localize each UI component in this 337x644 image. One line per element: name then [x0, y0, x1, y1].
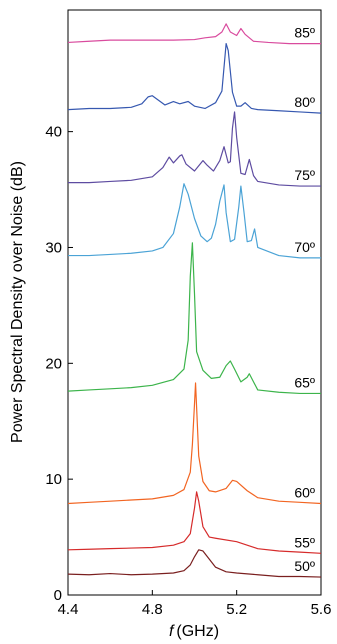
series-label-5: 75º: [294, 167, 315, 183]
x-tick-label-3: 5.6: [311, 601, 332, 618]
x-axis-label: f (GHz): [169, 623, 219, 640]
x-tick-label-1: 4.8: [142, 601, 163, 618]
series-line-1: [67, 491, 322, 554]
series-layer: [67, 23, 322, 578]
series-line-6: [67, 42, 322, 114]
series-line-3: [67, 242, 321, 395]
y-tick-label-2: 20: [45, 355, 62, 372]
plot-frame: [67, 9, 322, 596]
series-line-0: [67, 549, 322, 578]
y-tick-label-0: 0: [54, 587, 62, 604]
y-tick-label-4: 40: [45, 124, 62, 141]
y-tick-label-3: 30: [45, 239, 62, 256]
tick-layer: 4.4 4.8 5.2 5.6 0 10 20 30 40: [45, 124, 331, 618]
series-label-2: 60º: [294, 485, 315, 501]
label-layer: 50º 55º 60º 65º 70º 75º 80º 85º: [294, 25, 315, 574]
series-label-6: 80º: [294, 94, 315, 110]
series-line-7: [67, 23, 321, 45]
y-tick-label-1: 10: [45, 471, 62, 488]
x-tick-label-0: 4.4: [58, 601, 79, 618]
series-label-3: 65º: [294, 374, 315, 390]
x-axis-variable: f: [169, 623, 175, 640]
x-tick-label-2: 5.2: [226, 601, 247, 618]
series-label-4: 70º: [294, 239, 315, 255]
x-axis-unit: (GHz): [176, 623, 219, 640]
series-line-4: [68, 183, 321, 259]
y-axis-label: Power Spectral Density over Noise (dB): [9, 161, 26, 443]
series-label-0: 50º: [294, 558, 315, 574]
series-line-5: [68, 111, 321, 187]
series-label-1: 55º: [294, 534, 315, 550]
series-line-2: [67, 382, 322, 505]
series-label-7: 85º: [294, 25, 315, 41]
